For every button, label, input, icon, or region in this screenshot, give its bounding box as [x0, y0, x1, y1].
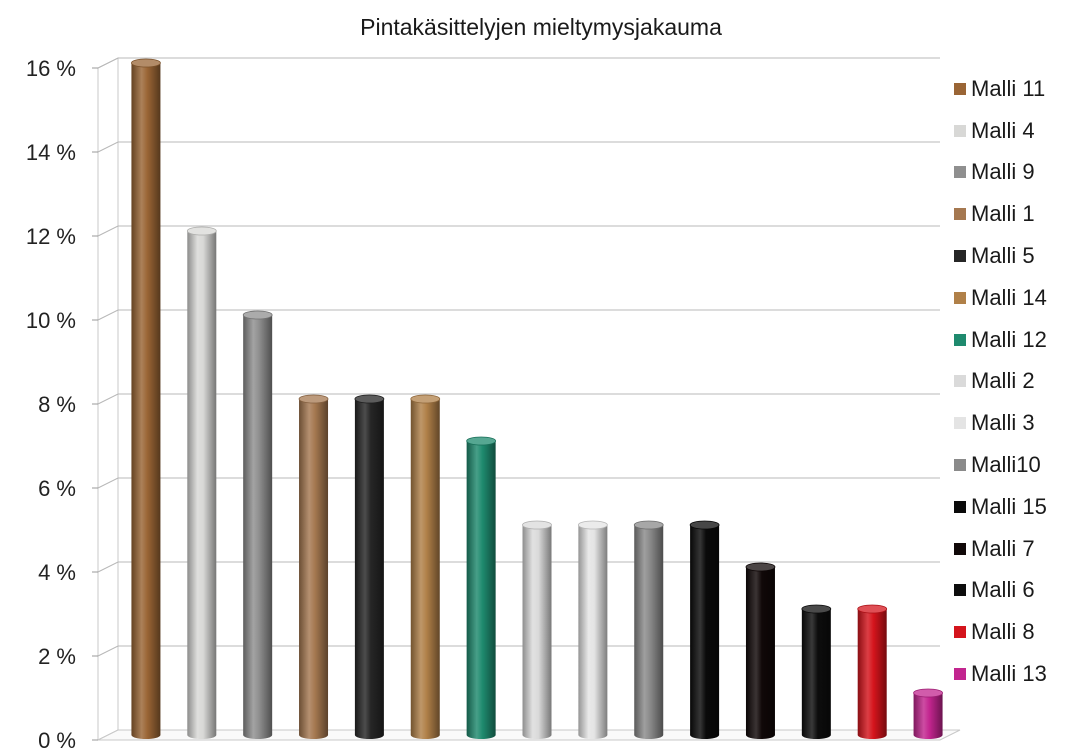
legend-swatch	[954, 208, 966, 221]
bar-malli-12	[466, 436, 497, 739]
legend-swatch	[954, 250, 966, 263]
legend-label: Malli10	[971, 452, 1041, 478]
gridline	[97, 645, 940, 657]
gridline	[97, 561, 940, 573]
legend-item: Malli 7	[950, 528, 1080, 570]
legend-label: Malli 7	[971, 535, 1035, 561]
legend-swatch	[954, 375, 966, 388]
chart-legend: Malli 11 Malli 4 Malli 9 Malli 1 Malli 5 Mall…	[950, 68, 1080, 695]
legend-item: Malli 8	[950, 611, 1080, 653]
bar-malli-15	[689, 520, 720, 739]
legend-swatch	[954, 500, 966, 513]
chart-title: Pintakäsittelyjen mieltymysjakauma	[360, 14, 722, 40]
legend-swatch	[954, 291, 966, 304]
bar-malli-4	[186, 226, 217, 739]
y-tick-label: 2 %	[38, 644, 76, 669]
legend-label: Malli 12	[971, 326, 1047, 352]
legend-swatch	[954, 124, 966, 137]
bar-malli-9	[242, 310, 273, 739]
legend-label: Malli 9	[971, 159, 1035, 185]
y-tick-label: 8 %	[38, 392, 76, 417]
gridline	[97, 393, 940, 405]
bar-malli-5	[354, 394, 385, 739]
bar-malli-3	[577, 520, 608, 739]
gridline	[97, 225, 940, 237]
bar-malli-11	[131, 58, 161, 739]
legend-item: Malli 3	[950, 402, 1080, 444]
bar-malli-1	[298, 394, 329, 739]
y-tick-label: 6 %	[38, 476, 76, 501]
legend-item: Malli 11	[950, 68, 1080, 110]
legend-item: Malli 2	[950, 361, 1080, 403]
legend-label: Malli 8	[971, 619, 1035, 645]
legend-label: Malli 3	[971, 410, 1035, 436]
legend-label: Malli 11	[971, 75, 1046, 101]
legend-label: Malli 6	[971, 577, 1035, 603]
legend-item: Malli 4	[950, 110, 1080, 152]
legend-swatch	[954, 166, 966, 179]
bar-malli-14	[410, 394, 441, 739]
legend-item: Malli 9	[950, 152, 1080, 194]
legend-item: Malli 12	[950, 319, 1080, 361]
legend-item: Malli 5	[950, 235, 1080, 277]
legend-item: Malli 15	[950, 486, 1080, 528]
legend-label: Malli 5	[971, 243, 1035, 269]
bar-malli-8	[857, 604, 888, 739]
y-tick-label: 14 %	[26, 140, 76, 165]
bar-malli-7	[745, 562, 776, 739]
gridline	[97, 309, 940, 321]
gridline	[97, 477, 940, 489]
legend-item: Malli 14	[950, 277, 1080, 319]
legend-swatch	[954, 626, 966, 639]
legend-swatch	[954, 542, 966, 555]
y-tick-label: 10 %	[26, 308, 76, 333]
y-tick-label: 16 %	[26, 56, 76, 81]
legend-item: Malli 13	[950, 653, 1080, 695]
legend-label: Malli 13	[971, 661, 1047, 687]
legend-label: Malli 4	[971, 117, 1035, 143]
bar-malli10	[633, 520, 664, 739]
gridline	[97, 141, 940, 153]
legend-swatch	[954, 82, 966, 95]
legend-label: Malli 1	[971, 201, 1035, 227]
legend-label: Malli 2	[971, 368, 1035, 394]
legend-swatch	[954, 417, 966, 430]
gridline	[97, 57, 940, 69]
y-tick-label: 4 %	[38, 560, 76, 585]
bar-malli-2	[522, 520, 552, 739]
legend-label: Malli 15	[971, 493, 1047, 519]
legend-label: Malli 14	[971, 284, 1047, 310]
legend-swatch	[954, 333, 966, 346]
legend-swatch	[954, 584, 966, 597]
bar-malli-6	[801, 604, 832, 739]
legend-swatch	[954, 668, 966, 681]
y-tick-label: 12 %	[26, 224, 76, 249]
legend-item: Malli 6	[950, 570, 1080, 612]
legend-swatch	[954, 459, 966, 472]
legend-item: Malli 1	[950, 193, 1080, 235]
legend-item: Malli10	[950, 444, 1080, 486]
bar-malli-13	[913, 688, 943, 739]
y-tick-label: 0 %	[38, 728, 76, 753]
